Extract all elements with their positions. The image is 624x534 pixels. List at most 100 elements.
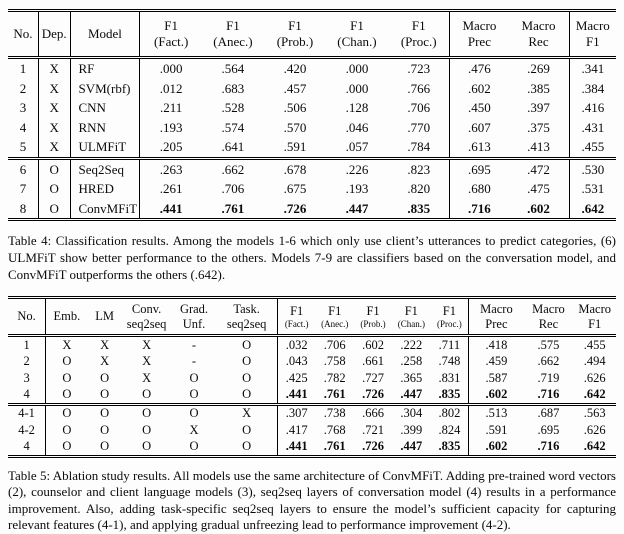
- table-cell: O: [121, 438, 172, 458]
- table-row: 1 X RF .000 .564 .420 .000 .723 .476 .269 .341: [8, 57, 616, 79]
- table-cell: .738: [323, 406, 346, 421]
- table-cell: .193: [345, 181, 369, 196]
- table-cell: O: [87, 386, 122, 406]
- table-cell: 1: [8, 335, 47, 354]
- table-cell: .506: [283, 100, 307, 115]
- table-cell: O: [171, 386, 217, 406]
- table-cell: 8: [8, 198, 39, 221]
- table-cell: .431: [581, 119, 605, 135]
- table-cell: .768: [323, 422, 346, 437]
- row-group: 6 O Seq2Seq .263.662.678.226.823.695.472.53…: [8, 158, 616, 221]
- table-cell: .770: [387, 117, 451, 137]
- table-cell: .726: [263, 198, 326, 221]
- table-cell: .397: [508, 98, 570, 118]
- table-cell: .365: [400, 370, 423, 385]
- table-cell: .472: [508, 158, 570, 179]
- column-header: No.: [8, 9, 39, 59]
- table-cell: .263: [159, 161, 183, 177]
- table-cell: .642: [573, 386, 616, 406]
- table-cell: 4-1: [8, 404, 47, 422]
- table-cell: SVM(rbf): [70, 78, 141, 98]
- table-cell: O: [142, 406, 152, 421]
- table-cell: .455: [583, 337, 606, 352]
- table-cell: X: [100, 337, 110, 352]
- table-cell: Seq2Seq: [70, 158, 141, 179]
- table-row: 4 X RNN .193 .574 .570 .046 .770 .607 .375 .431: [8, 117, 616, 137]
- table-cell: .784: [387, 137, 451, 160]
- column-header: F1 (Proc.): [430, 296, 470, 337]
- table-cell: .222: [400, 337, 423, 352]
- table-cell: .642: [573, 438, 616, 458]
- table-cell: .758: [323, 354, 346, 369]
- table-cell: .000: [345, 80, 369, 96]
- table-cell: .043: [285, 354, 308, 369]
- table-cell: .587: [485, 370, 508, 385]
- table-cell: .261: [159, 181, 183, 196]
- table-cell: 1: [8, 57, 39, 79]
- table-cell: .761: [201, 198, 264, 221]
- table-cell: O: [45, 386, 88, 406]
- table-cell: 3: [8, 369, 47, 387]
- table-cell: .824: [430, 421, 470, 439]
- table-cell: .666: [362, 406, 384, 421]
- table-cell: .000: [345, 61, 369, 76]
- header-row: No. Emb. LM Conv. seq2seq Grad. Unf. Task. seq2s…: [8, 296, 616, 337]
- table-cell: .766: [387, 78, 451, 98]
- table-cell: .626: [583, 370, 606, 385]
- row-group: 4-1 O O O O X .307.738.666.304.802.513.687.563…: [8, 404, 616, 458]
- table-cell: HRED: [70, 179, 141, 199]
- table-row: 4 O O O O O .441.761.726.447.835.602.716.642: [8, 386, 616, 406]
- table-cell: O: [100, 422, 110, 437]
- table-cell: .417: [285, 422, 308, 437]
- table-cell: .447: [392, 438, 431, 458]
- table-cell: .706: [221, 181, 245, 196]
- table-cell: .205: [139, 137, 202, 160]
- table-cell: .716: [449, 198, 509, 221]
- table-cell: .416: [581, 100, 605, 115]
- table-cell: O: [100, 406, 110, 421]
- table-cell: .450: [468, 100, 491, 115]
- table-cell: .457: [283, 80, 307, 96]
- table-cell: O: [87, 438, 122, 458]
- row-group: 1 X RF .000.564.420.000.723.476.269.341 2 X SV…: [8, 57, 616, 160]
- table-cell: .662: [537, 354, 560, 369]
- table-cell: .575: [537, 337, 560, 352]
- table-cell: .447: [392, 386, 431, 406]
- table-cell: .831: [430, 369, 470, 387]
- table-cell: O: [216, 386, 278, 406]
- table-cell: .761: [315, 438, 354, 458]
- table-cell: .375: [508, 117, 570, 137]
- table-cell: O: [62, 370, 72, 385]
- table-cell: X: [100, 354, 110, 369]
- table-row: 7 O HRED .261 .706 .675 .193 .820 .680 .475 .531: [8, 179, 616, 199]
- table-cell: .782: [323, 370, 346, 385]
- table-cell: .385: [508, 78, 570, 98]
- table-cell: X: [38, 117, 71, 137]
- table-cell: O: [121, 386, 172, 406]
- table-cell: O: [38, 158, 71, 179]
- column-header: F1 (Prob.): [353, 296, 393, 337]
- table-cell: .719: [537, 370, 560, 385]
- column-header: Macro F1: [573, 296, 616, 337]
- table-cell: .626: [583, 422, 606, 437]
- table-cell: .226: [345, 161, 369, 177]
- table5-caption: Table 5: Ablation study results. All mod…: [8, 467, 616, 533]
- table-cell: 2: [8, 78, 39, 98]
- table-cell: O: [216, 369, 278, 387]
- table-cell: .723: [387, 57, 451, 79]
- table-cell: .531: [581, 181, 605, 196]
- table-cell: .591: [485, 422, 508, 437]
- table-cell: .835: [430, 438, 470, 458]
- table-row: 5 X ULMFiT .205.641.591.057.784.613.413.455: [8, 137, 616, 160]
- column-header: Model: [70, 9, 141, 59]
- table-cell: .476: [468, 61, 491, 76]
- table-cell: .662: [221, 161, 245, 177]
- table-cell: 4: [8, 438, 47, 458]
- table-cell: 2: [8, 353, 47, 370]
- table-cell: O: [216, 421, 278, 439]
- column-header: F1 (Fact.): [139, 9, 202, 59]
- table-cell: X: [62, 337, 72, 352]
- table-cell: O: [216, 438, 278, 458]
- table-cell: .642: [569, 198, 616, 221]
- table-row: 8 O ConvMFiT .441.761.726.447.835.716.602.6…: [8, 198, 616, 221]
